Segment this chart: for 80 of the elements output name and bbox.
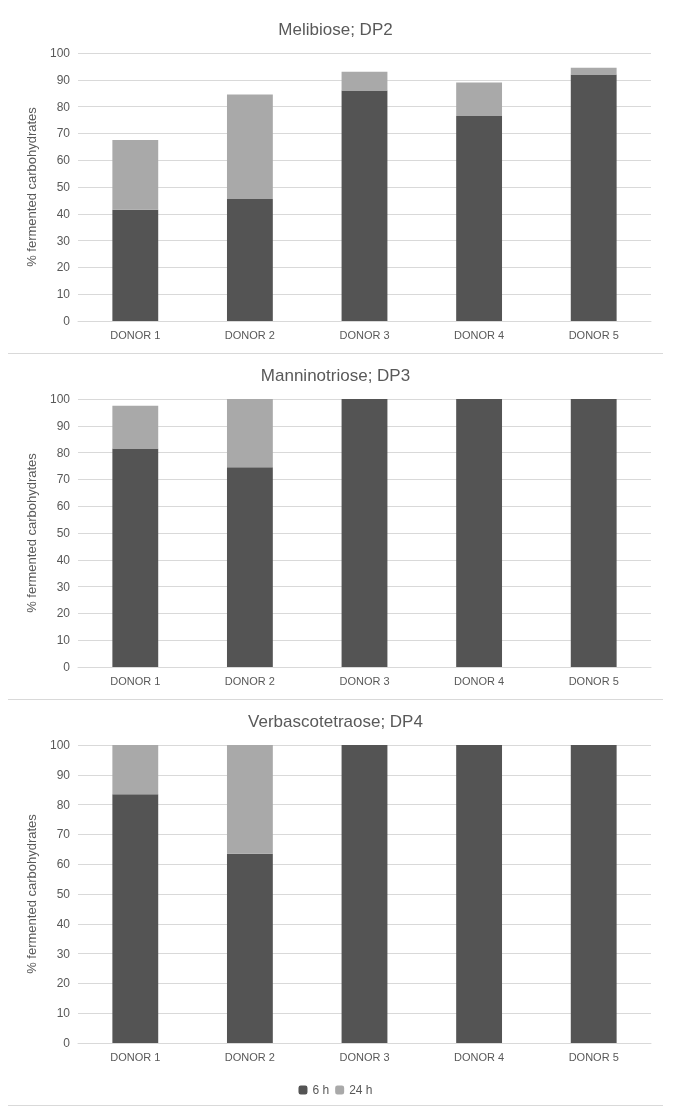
y-tick-label: 0 bbox=[63, 314, 71, 328]
bar bbox=[112, 140, 159, 210]
x-tick-label: DONOR 3 bbox=[339, 328, 390, 341]
y-tick-label: 30 bbox=[56, 579, 71, 594]
bar bbox=[226, 467, 273, 667]
y-tick-label: 90 bbox=[56, 767, 71, 782]
y-axis-title: % fermented carbohydrates bbox=[24, 106, 39, 267]
x-tick-label: DONOR 5 bbox=[568, 328, 619, 341]
bar bbox=[456, 115, 503, 321]
x-tick-label: DONOR 3 bbox=[339, 1050, 390, 1063]
y-axis-title: % fermented carbohydrates bbox=[24, 813, 39, 974]
x-tick-label: DONOR 4 bbox=[454, 328, 505, 341]
bar bbox=[570, 67, 617, 75]
x-tick-label: DONOR 5 bbox=[568, 1050, 619, 1063]
y-tick-label: 30 bbox=[56, 946, 71, 961]
x-tick-label: DONOR 3 bbox=[339, 674, 390, 687]
y-tick-label: 80 bbox=[56, 797, 71, 812]
y-tick-label: 0 bbox=[63, 660, 71, 674]
bar bbox=[456, 82, 503, 116]
y-tick-label: 100 bbox=[49, 392, 71, 406]
bar bbox=[570, 399, 617, 667]
x-tick-label: DONOR 1 bbox=[110, 328, 161, 341]
y-tick-label: 100 bbox=[49, 46, 71, 60]
y-tick-label: 100 bbox=[49, 738, 71, 752]
bar bbox=[112, 448, 159, 667]
y-axis-title: % fermented carbohydrates bbox=[24, 452, 39, 613]
y-tick-label: 90 bbox=[56, 72, 71, 87]
y-tick-label: 50 bbox=[56, 526, 71, 540]
y-tick-label: 30 bbox=[56, 233, 71, 248]
bar bbox=[456, 745, 503, 1043]
x-tick-label: DONOR 2 bbox=[224, 1050, 275, 1063]
bar bbox=[226, 399, 273, 468]
x-tick-label: DONOR 1 bbox=[110, 1050, 161, 1063]
x-tick-label: DONOR 2 bbox=[224, 674, 275, 687]
y-tick-label: 50 bbox=[56, 887, 71, 901]
bar bbox=[341, 399, 388, 667]
bar bbox=[456, 399, 503, 667]
bar bbox=[570, 74, 617, 321]
y-tick-label: 80 bbox=[56, 445, 71, 460]
chart-title: Verbascotetraose; DP4 bbox=[248, 712, 423, 731]
chart-title: Manninotriose; DP3 bbox=[260, 366, 411, 385]
y-tick-label: 10 bbox=[56, 1006, 71, 1021]
bar bbox=[341, 745, 388, 1043]
x-tick-label: DONOR 4 bbox=[454, 1050, 505, 1063]
x-tick-label: DONOR 4 bbox=[454, 674, 505, 687]
chart-title: Melibiose; DP2 bbox=[278, 20, 393, 39]
bar bbox=[570, 745, 617, 1043]
y-tick-label: 60 bbox=[56, 499, 71, 514]
bar bbox=[341, 71, 388, 91]
bar bbox=[112, 794, 159, 1043]
bar bbox=[112, 745, 159, 795]
y-tick-label: 20 bbox=[56, 606, 71, 621]
bar bbox=[112, 209, 159, 321]
y-tick-label: 10 bbox=[56, 287, 71, 302]
y-tick-label: 20 bbox=[56, 976, 71, 991]
y-tick-label: 80 bbox=[56, 99, 71, 114]
y-tick-label: 70 bbox=[56, 472, 71, 487]
y-tick-label: 0 bbox=[63, 1036, 71, 1050]
y-tick-label: 60 bbox=[56, 857, 71, 872]
bar bbox=[226, 94, 273, 200]
y-tick-label: 40 bbox=[56, 552, 71, 567]
legend-label: 24 h bbox=[349, 1083, 373, 1097]
bar bbox=[341, 90, 388, 321]
bar bbox=[226, 853, 273, 1043]
y-tick-label: 60 bbox=[56, 153, 71, 168]
y-tick-label: 40 bbox=[56, 206, 71, 221]
bar bbox=[226, 745, 273, 854]
y-tick-label: 90 bbox=[56, 418, 71, 433]
bar bbox=[112, 405, 159, 449]
y-tick-label: 70 bbox=[56, 126, 71, 141]
bar bbox=[226, 199, 273, 321]
legend-label: 6 h bbox=[312, 1083, 330, 1097]
y-tick-label: 50 bbox=[56, 180, 71, 194]
x-tick-label: DONOR 2 bbox=[224, 328, 275, 341]
x-tick-label: DONOR 1 bbox=[110, 674, 161, 687]
y-tick-label: 20 bbox=[56, 260, 71, 275]
y-tick-label: 10 bbox=[56, 633, 71, 648]
x-tick-label: DONOR 5 bbox=[568, 674, 619, 687]
y-tick-label: 70 bbox=[56, 827, 71, 842]
y-tick-label: 40 bbox=[56, 916, 71, 931]
